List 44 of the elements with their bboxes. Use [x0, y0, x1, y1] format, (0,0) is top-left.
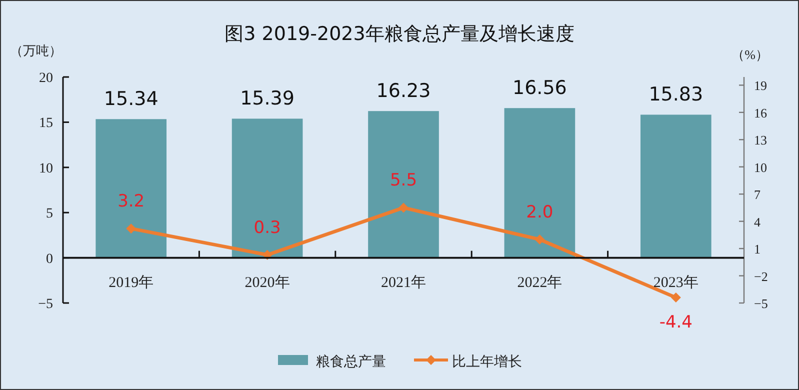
- legend-label: 粮食总产量: [316, 354, 386, 370]
- data-label: 0.3: [254, 218, 281, 238]
- data-label: 5.5: [390, 170, 418, 191]
- data-label: 15.34: [104, 88, 158, 110]
- y2-tick-label: 10: [754, 160, 767, 175]
- point: [126, 224, 136, 234]
- y-tick-label: 0: [46, 252, 53, 267]
- x-tick-label: 2021年: [381, 274, 426, 291]
- data-label: 15.39: [240, 88, 295, 110]
- y-tick-label: 10: [39, 161, 53, 176]
- data-label: 16.56: [512, 77, 567, 100]
- bar: [96, 119, 167, 258]
- y-tick-label: 15: [39, 116, 53, 132]
- x-tick-label: 2020年: [244, 274, 290, 291]
- data-label: 2.0: [526, 202, 554, 222]
- x-tick-label: 2022年: [517, 274, 562, 291]
- y-tick-label: −5: [38, 297, 53, 312]
- y2-axis-title: （%）: [732, 47, 768, 62]
- y2-tick-label: 1: [754, 242, 760, 257]
- y2-tick-label: 19: [754, 78, 767, 94]
- point: [534, 234, 545, 244]
- y2-tick-label: −2: [754, 268, 768, 284]
- data-label: -4.4: [659, 312, 692, 333]
- data-label: 15.83: [648, 84, 704, 106]
- bar: [640, 114, 712, 258]
- y-axis-title: （万吨）: [10, 43, 62, 58]
- x-tick-label: 2023年: [653, 274, 698, 291]
- bar: [504, 108, 576, 258]
- x-tick-label: 2019年: [108, 274, 154, 291]
- point: [670, 292, 681, 303]
- y-tick-label: 5: [46, 206, 53, 222]
- y-tick-label: 20: [39, 71, 53, 86]
- data-label: 16.23: [376, 80, 431, 102]
- data-label: 3.2: [118, 192, 145, 212]
- y2-tick-label: 4: [754, 214, 761, 230]
- legend-label: 比上年增长: [452, 354, 522, 370]
- y2-tick-label: 13: [754, 132, 767, 148]
- point: [398, 202, 408, 213]
- y2-tick-label: −5: [754, 296, 768, 311]
- chart-title: 图3 2019-2023年粮食总产量及增长速度: [224, 23, 574, 45]
- y2-tick-label: 7: [754, 187, 761, 202]
- bar: [232, 118, 303, 258]
- y2-tick-label: 16: [754, 105, 768, 120]
- bar: [368, 111, 439, 258]
